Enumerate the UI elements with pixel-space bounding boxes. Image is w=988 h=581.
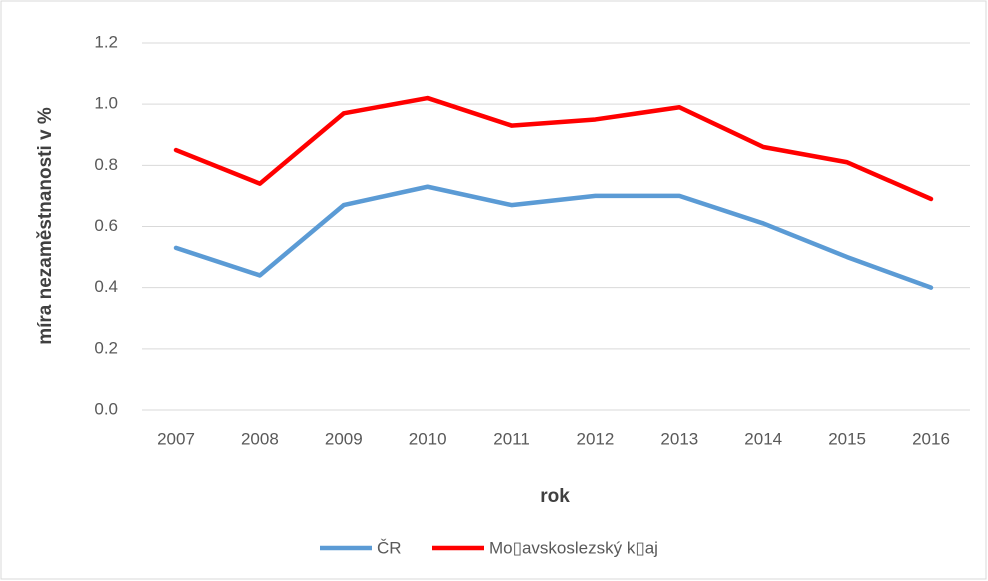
y-tick-label: 0.4: [94, 277, 118, 296]
y-tick-label: 0.6: [94, 216, 118, 235]
x-tick-label: 2013: [660, 429, 698, 448]
x-tick-label: 2011: [493, 429, 530, 448]
x-tick-label: 2007: [157, 429, 195, 448]
x-tick-label: 2010: [409, 429, 447, 448]
y-axis-title: míra nezaměstnanosti v %: [35, 107, 56, 345]
x-tick-label: 2012: [577, 429, 615, 448]
y-tick-label: 1.0: [94, 94, 118, 113]
y-tick-label: 0.2: [94, 338, 118, 357]
line-series: [173, 184, 934, 290]
x-tick-label: 2008: [241, 429, 279, 448]
y-tick-label: 0.0: [94, 399, 118, 418]
y-tick-label: 1.2: [94, 32, 118, 51]
y-tick-label: 0.8: [94, 155, 118, 174]
x-axis-title: rok: [540, 486, 570, 507]
legend-label: ČR: [377, 538, 402, 557]
x-tick-label: 2015: [828, 429, 866, 448]
x-tick-label: 2014: [744, 429, 782, 448]
x-tick-label: 2016: [912, 429, 950, 448]
line-series: [173, 95, 934, 202]
legend-label: Mo▯avskoslezský k▯aj: [489, 538, 658, 557]
x-tick-label: 2009: [325, 429, 363, 448]
